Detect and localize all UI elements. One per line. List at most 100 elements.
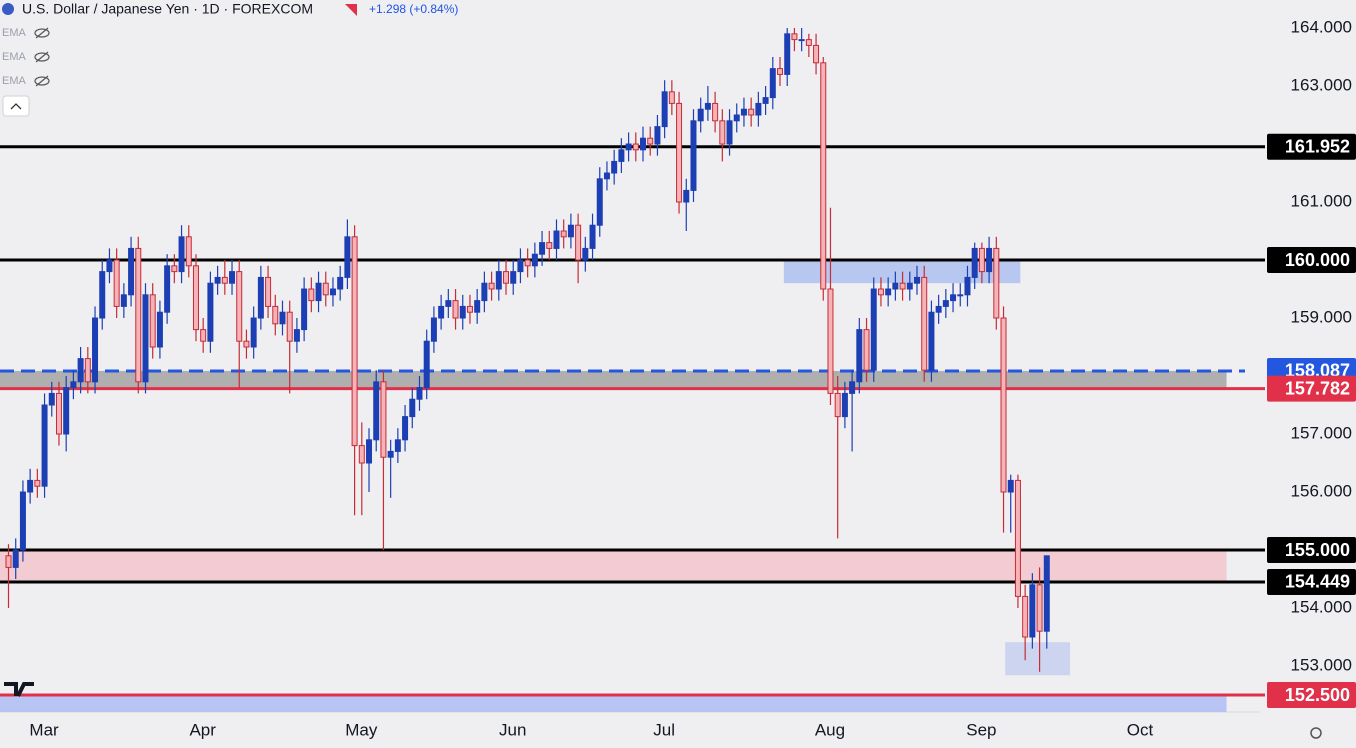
candle-body <box>769 68 776 99</box>
candle-body <box>27 479 34 493</box>
candle-body <box>430 317 437 342</box>
collapse-button[interactable] <box>2 95 30 117</box>
candle-body <box>676 102 683 203</box>
candle-body <box>207 282 214 342</box>
candle-body <box>567 224 574 238</box>
candle-body <box>142 294 149 383</box>
candle-body <box>697 108 704 122</box>
candle-body <box>229 271 236 284</box>
candle-body <box>358 445 365 464</box>
candle-body <box>870 288 877 371</box>
candle-body <box>668 91 675 104</box>
candle-body <box>171 265 178 273</box>
candle-body <box>733 114 740 122</box>
indicator-label[interactable]: EMA <box>2 27 27 39</box>
candle-body <box>178 236 185 273</box>
candle-body <box>1014 479 1021 597</box>
candle-body <box>596 178 603 226</box>
x-tick-label: Oct <box>1127 720 1154 739</box>
candle-body <box>964 276 971 296</box>
candle-body <box>373 381 380 441</box>
candle-body <box>351 236 358 447</box>
level-label-box <box>1267 247 1356 274</box>
candle-body <box>640 137 647 151</box>
candle-body <box>755 102 762 116</box>
x-tick-label: Sep <box>966 720 996 739</box>
candle-body <box>5 555 12 568</box>
candle-body <box>1043 555 1050 632</box>
candle-body <box>402 416 409 441</box>
x-tick-label: Aug <box>815 720 845 739</box>
candle-body <box>683 189 690 203</box>
candle-body <box>272 305 279 325</box>
candle-body <box>416 387 423 400</box>
candle-body <box>892 282 899 290</box>
level-label-box <box>1267 568 1356 595</box>
candle-body <box>63 387 70 435</box>
candle-body <box>200 329 207 342</box>
candle-body <box>712 102 719 122</box>
zone <box>0 550 1227 582</box>
candle-body <box>164 265 171 313</box>
level-label: 160.000 <box>1285 250 1350 270</box>
candle-body <box>481 282 488 302</box>
candle-body <box>517 259 524 273</box>
candle-body <box>394 439 401 452</box>
zone <box>0 695 1227 712</box>
candle-body <box>690 120 697 191</box>
candle-body <box>935 305 942 313</box>
candle-body <box>603 172 610 180</box>
collapse-icon <box>10 103 22 110</box>
candle-body <box>618 149 625 162</box>
candle-body <box>243 340 250 348</box>
indicator-label[interactable]: EMA <box>2 75 27 87</box>
candle-body <box>236 271 243 342</box>
x-tick-label: Jul <box>653 720 675 739</box>
candle-body <box>849 381 856 394</box>
indicator-label[interactable]: EMA <box>2 51 27 63</box>
candle-body <box>128 247 135 296</box>
candle-body <box>366 439 373 464</box>
candle-body <box>308 288 315 302</box>
candle-body <box>589 224 596 249</box>
candle-body <box>950 294 957 302</box>
y-tick-label: 164.000 <box>1291 17 1352 36</box>
candle-body <box>329 288 336 296</box>
candle-body <box>791 33 798 41</box>
plot-area <box>0 28 1265 712</box>
flag-mark <box>345 4 357 16</box>
candle-body <box>113 259 120 307</box>
candle-body <box>632 143 639 151</box>
candle-body <box>827 288 834 394</box>
candle-body <box>942 300 949 307</box>
zone <box>1005 642 1071 676</box>
candle-body <box>762 97 769 104</box>
y-tick-label: 161.000 <box>1291 191 1352 210</box>
candle-body <box>841 392 848 418</box>
candle-body <box>805 39 812 46</box>
candle-body <box>813 44 820 64</box>
y-tick-label: 157.000 <box>1291 423 1352 442</box>
candle-body <box>409 398 416 418</box>
candle-body <box>84 358 91 383</box>
settings-icon[interactable] <box>1310 727 1322 739</box>
candle-body <box>301 288 308 331</box>
candle-body <box>957 294 964 297</box>
candle-body <box>257 276 264 319</box>
flag-icon <box>2 3 14 15</box>
candle-body <box>582 247 589 261</box>
candle-body <box>12 549 19 568</box>
candle-body <box>92 317 99 383</box>
candle-body <box>265 276 272 307</box>
candle-body <box>899 282 906 290</box>
zone <box>0 370 1227 389</box>
candle-body <box>337 276 344 290</box>
candle-body <box>748 108 755 116</box>
candle-body <box>971 247 978 278</box>
candle-body <box>625 143 632 151</box>
candle-body <box>1029 584 1036 638</box>
chart-title: U.S. Dollar / Japanese Yen · 1D · FOREXC… <box>22 1 313 17</box>
candle-body <box>784 33 791 75</box>
x-tick-label: Apr <box>189 720 216 739</box>
